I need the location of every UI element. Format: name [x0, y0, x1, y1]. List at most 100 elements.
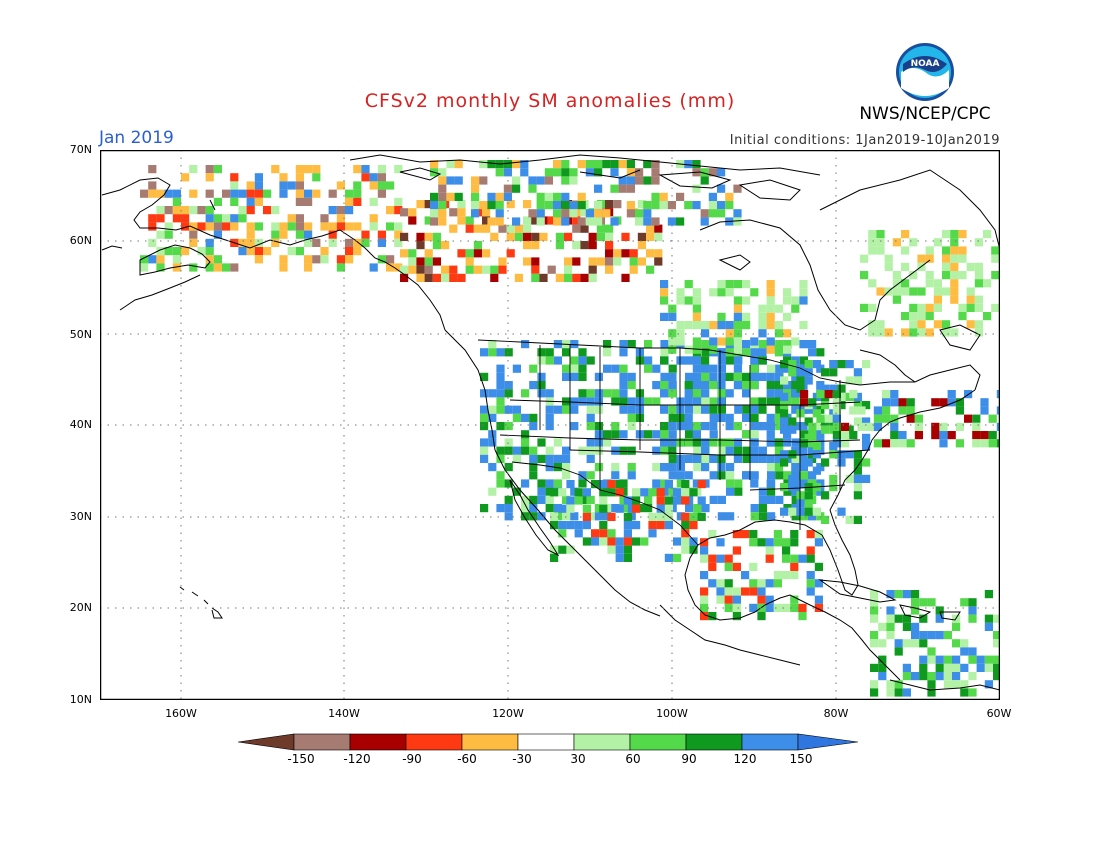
- anomaly-cell: [632, 537, 641, 546]
- colorbar-segment: [349, 733, 407, 751]
- anomaly-cell: [213, 165, 222, 174]
- anomaly-cell: [950, 262, 959, 271]
- anomaly-cell: [919, 663, 928, 672]
- anomaly-cell: [733, 304, 742, 313]
- anomaly-cell: [416, 273, 425, 282]
- anomaly-cell: [197, 222, 206, 231]
- anomaly-cell: [933, 320, 942, 329]
- anomaly-cell: [909, 312, 918, 321]
- anomaly-cell: [806, 554, 815, 563]
- anomaly-cell: [821, 425, 830, 434]
- anomaly-cell: [295, 222, 304, 231]
- anomaly-cell: [660, 463, 669, 472]
- anomaly-cell: [667, 217, 676, 226]
- anomaly-cell: [684, 321, 693, 330]
- anomaly-cell: [295, 214, 304, 223]
- anomaly-cell: [523, 224, 532, 233]
- anomaly-cell: [980, 439, 989, 448]
- anomaly-cell: [648, 512, 657, 521]
- anomaly-cell: [935, 606, 944, 615]
- anomaly-cell: [424, 249, 433, 258]
- anomaly-cell: [550, 512, 559, 521]
- anomaly-cell: [181, 222, 190, 231]
- anomaly-cell: [582, 488, 591, 497]
- anomaly-cell: [788, 507, 797, 516]
- anomaly-cell: [626, 176, 635, 185]
- anomaly-cell: [504, 463, 513, 472]
- anomaly-cell: [870, 590, 879, 599]
- anomaly-cell: [635, 217, 644, 226]
- anomaly-cell: [790, 603, 799, 612]
- anomaly-cell: [471, 201, 480, 210]
- anomaly-cell: [230, 197, 239, 206]
- anomaly-cell: [503, 160, 512, 169]
- anomaly-cell: [566, 480, 575, 489]
- anomaly-cell: [578, 389, 587, 398]
- anomaly-cell: [767, 512, 776, 521]
- anomaly-cell: [369, 214, 378, 223]
- anomaly-cell: [394, 206, 403, 215]
- anomaly-cell: [766, 312, 775, 321]
- anomaly-cell: [841, 439, 850, 448]
- anomaly-cell: [181, 214, 190, 223]
- anomaly-cell: [577, 217, 586, 226]
- anomaly-cell: [570, 372, 579, 381]
- anomaly-cell: [980, 406, 989, 415]
- anomaly-cell: [521, 512, 530, 521]
- anomaly-cell: [780, 458, 789, 467]
- anomaly-cell: [246, 247, 255, 256]
- anomaly-cell: [911, 622, 920, 631]
- anomaly-cell: [279, 173, 288, 182]
- anomaly-cell: [860, 303, 869, 312]
- anomaly-cell: [717, 413, 726, 422]
- anomaly-cell: [578, 356, 587, 365]
- anomaly-cell: [521, 430, 530, 439]
- anomaly-cell: [701, 364, 710, 373]
- anomaly-cell: [408, 249, 417, 258]
- anomaly-cell: [570, 340, 579, 349]
- anomaly-cell: [775, 422, 784, 431]
- lat-label: 50N: [69, 328, 92, 341]
- anomaly-cell: [700, 176, 709, 185]
- anomaly-cell: [512, 160, 521, 169]
- anomaly-cell: [495, 201, 504, 210]
- anomaly-cell: [482, 265, 491, 274]
- anomaly-cell: [605, 224, 614, 233]
- anomaly-cell: [799, 479, 808, 488]
- anomaly-cell: [689, 537, 698, 546]
- anomaly-cell: [618, 184, 627, 193]
- anomaly-cell: [808, 471, 817, 480]
- anomaly-cell: [742, 413, 751, 422]
- anomaly-cell: [529, 446, 538, 455]
- anomaly-cell: [774, 329, 783, 338]
- anomaly-cell: [732, 595, 741, 604]
- anomaly-cell: [767, 397, 776, 406]
- anomaly-cell: [708, 562, 717, 571]
- anomaly-cell: [886, 688, 895, 697]
- anomaly-cell: [780, 409, 789, 418]
- anomaly-cell: [829, 450, 838, 459]
- anomaly-cell: [594, 430, 603, 439]
- noaa-logo-text: NOAA: [911, 59, 940, 69]
- anomaly-cell: [996, 422, 1000, 431]
- anomaly-cell: [853, 376, 862, 385]
- anomaly-cell: [652, 397, 661, 406]
- anomaly-cell: [717, 280, 726, 289]
- anomaly-cell: [692, 397, 701, 406]
- anomaly-cell: [660, 479, 669, 488]
- anomaly-cell: [611, 463, 620, 472]
- anomaly-cell: [586, 413, 595, 422]
- anomaly-cell: [919, 639, 928, 648]
- anomaly-cell: [782, 546, 791, 555]
- anomaly-cell: [716, 595, 725, 604]
- anomaly-cell: [933, 287, 942, 296]
- anomaly-cell: [783, 345, 792, 354]
- anomaly-cell: [911, 672, 920, 681]
- anomaly-cell: [766, 296, 775, 305]
- anomaly-cell: [808, 340, 817, 349]
- anomaly-cell: [927, 655, 936, 664]
- anomaly-cell: [758, 356, 767, 365]
- anomaly-cell: [917, 328, 926, 337]
- anomaly-cell: [681, 545, 690, 554]
- anomaly-cell: [537, 479, 546, 488]
